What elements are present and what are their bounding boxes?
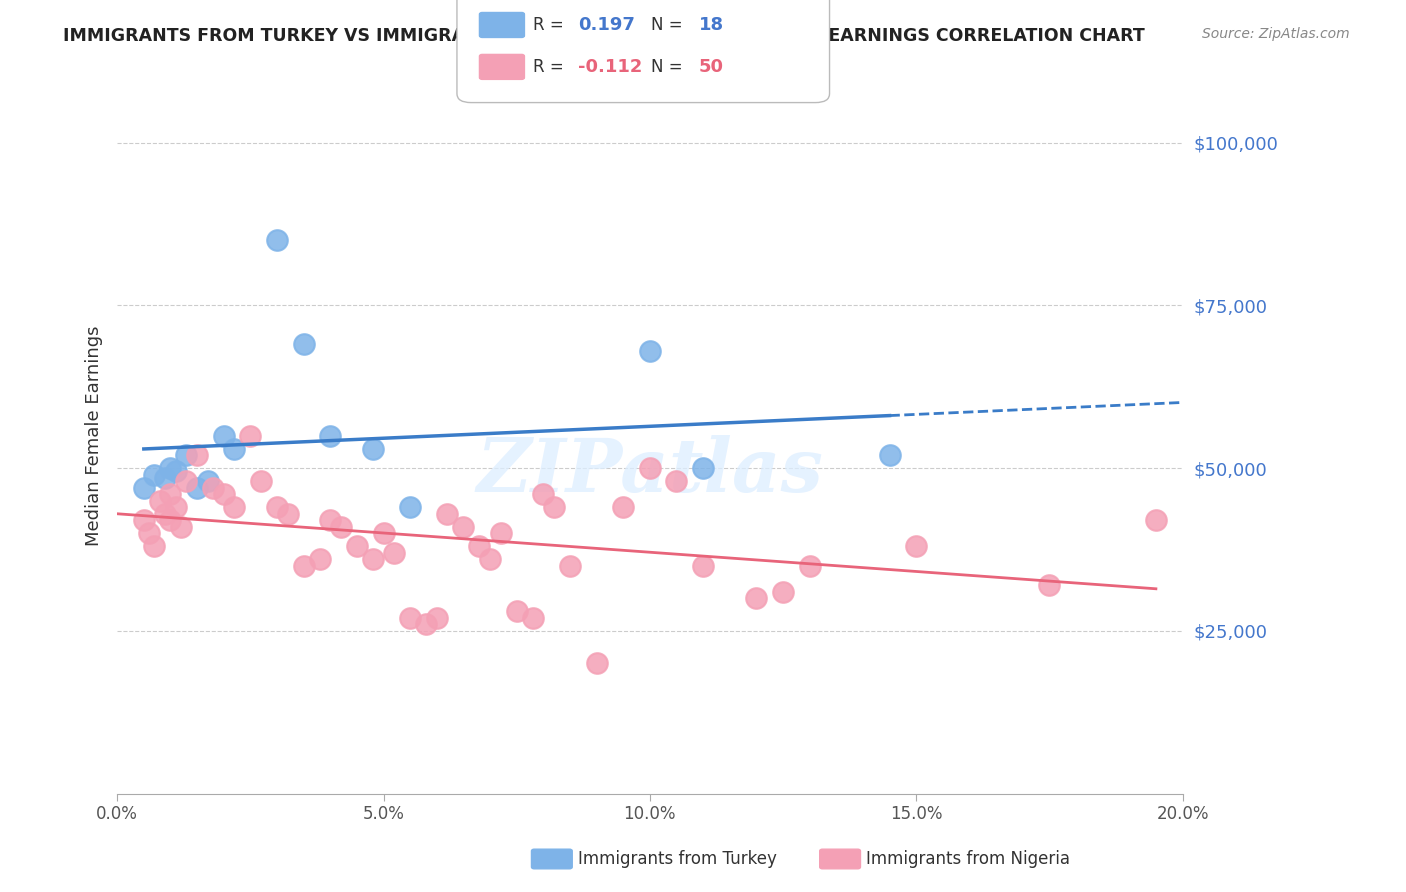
Point [489,526,512,541]
Point [153,507,176,521]
Point [153,471,176,485]
Text: 0.197: 0.197 [578,16,634,34]
Point [905,539,928,553]
Point [292,558,315,573]
Point [346,539,368,553]
Point [224,442,246,456]
Point [319,428,342,442]
Point [212,487,235,501]
Point [558,558,581,573]
Point [415,617,437,632]
Point [159,513,181,527]
Point [531,487,554,501]
Point [143,467,166,482]
Text: -0.112: -0.112 [578,58,643,76]
Point [522,611,544,625]
Point [373,526,395,541]
Point [197,474,219,488]
Text: 50: 50 [699,58,724,76]
Point [505,604,527,618]
Point [638,461,661,475]
Text: N =: N = [651,58,682,76]
Point [1038,578,1060,592]
Point [479,552,502,566]
Point [266,500,288,515]
Text: IMMIGRANTS FROM TURKEY VS IMMIGRANTS FROM NIGERIA MEDIAN FEMALE EARNINGS CORRELA: IMMIGRANTS FROM TURKEY VS IMMIGRANTS FRO… [63,27,1144,45]
Point [149,493,172,508]
Point [361,442,384,456]
Point [165,500,187,515]
Point [165,464,187,478]
Point [692,558,714,573]
Point [239,428,262,442]
Point [277,507,299,521]
Point [266,233,288,247]
Point [308,552,330,566]
Point [745,591,768,606]
Point [132,513,155,527]
Text: R =: R = [533,58,564,76]
Point [638,343,661,358]
Text: Source: ZipAtlas.com: Source: ZipAtlas.com [1202,27,1350,41]
Point [436,507,458,521]
Point [176,474,198,488]
Point [170,519,193,533]
Point [361,552,384,566]
Point [399,500,422,515]
Point [585,657,607,671]
Point [319,513,342,527]
Point [382,546,405,560]
Point [612,500,634,515]
Text: Immigrants from Turkey: Immigrants from Turkey [578,850,776,868]
Point [176,448,198,462]
Point [692,461,714,475]
Text: 18: 18 [699,16,724,34]
Point [212,428,235,442]
Point [543,500,565,515]
Point [329,519,352,533]
Point [202,481,225,495]
Point [1144,513,1167,527]
Point [665,474,688,488]
Point [453,519,475,533]
Point [143,539,166,553]
Point [138,526,160,541]
Point [399,611,422,625]
Y-axis label: Median Female Earnings: Median Female Earnings [86,326,103,546]
Point [772,584,794,599]
Point [468,539,491,553]
Point [159,487,181,501]
Point [799,558,821,573]
Point [426,611,449,625]
Point [292,337,315,351]
Point [159,461,181,475]
Point [879,448,901,462]
Text: Immigrants from Nigeria: Immigrants from Nigeria [866,850,1070,868]
Point [224,500,246,515]
Text: N =: N = [651,16,682,34]
Point [132,481,155,495]
Text: ZIPatlas: ZIPatlas [477,435,824,508]
Point [186,481,208,495]
Point [250,474,273,488]
Text: R =: R = [533,16,564,34]
Point [186,448,208,462]
